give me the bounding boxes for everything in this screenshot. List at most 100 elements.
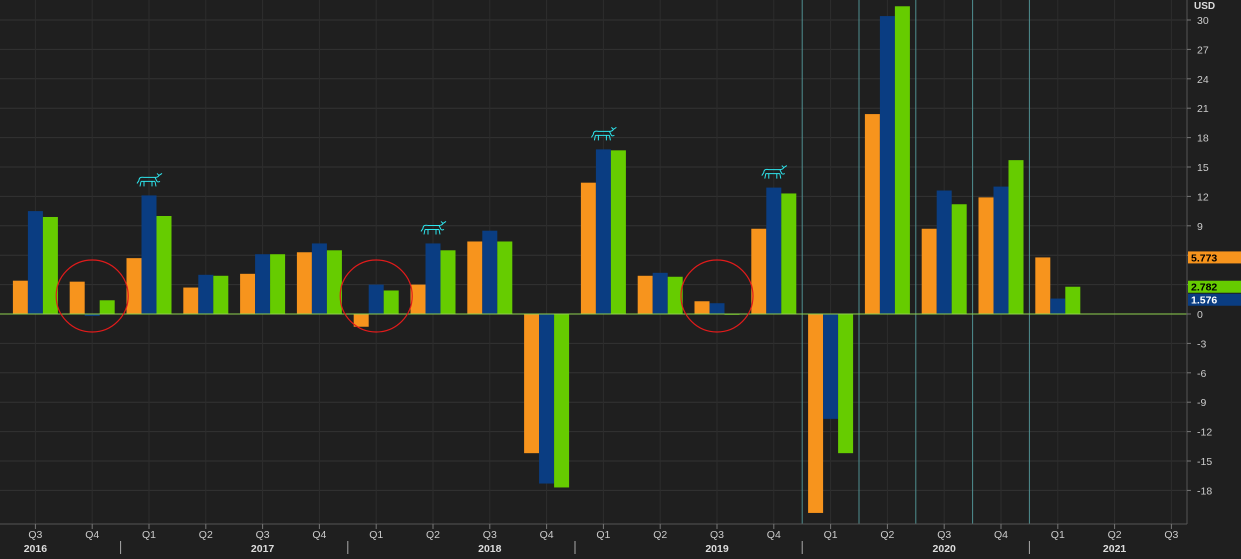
annotation-circle (680, 259, 754, 333)
bar-series-1 (580, 182, 596, 314)
last-value-text: 1.576 (1191, 295, 1217, 307)
x-quarter-label: Q2 (880, 529, 894, 541)
bar-series-2 (993, 186, 1009, 314)
x-year-label: 2020 (933, 543, 957, 554)
x-quarter-label: Q4 (85, 529, 99, 541)
x-quarter-label: Q3 (937, 529, 951, 541)
last-value-tag (1188, 293, 1241, 306)
x-year-label: 2017 (251, 543, 275, 554)
bull-icon (761, 165, 788, 179)
bar-series-3 (1065, 286, 1081, 314)
y-tick-label: 0 (1197, 309, 1203, 321)
y-tick-label: 15 (1197, 162, 1209, 174)
bar-series-3 (270, 254, 286, 314)
bar-series-1 (240, 273, 256, 314)
bar-series-2 (936, 190, 952, 314)
bar-series-3 (838, 314, 854, 454)
bar-series-3 (554, 314, 570, 488)
x-year-label: 2016 (24, 543, 48, 554)
bull-icon-path (590, 126, 617, 141)
x-quarter-label: Q3 (28, 529, 42, 541)
bar-series-2 (27, 211, 43, 314)
bar-series-3 (781, 193, 797, 314)
bar-series-1 (921, 228, 937, 314)
bar-series-2 (652, 272, 668, 314)
x-axis: Q3 Q4 Q1 Q2 Q3 Q4 Q1 Q2 Q3 Q4 Q1 Q2 Q3 Q4 Q1 Q2 Q3 Q4 Q1 Q2… (24, 524, 1179, 555)
bar-series-3 (497, 241, 513, 314)
x-quarter-label: Q1 (596, 529, 610, 541)
bars (12, 6, 1081, 513)
highlight-vertical-lines (801, 0, 1030, 524)
x-year-label: 2018 (478, 543, 502, 554)
bar-series-2 (595, 149, 611, 314)
x-year-label: 2021 (1103, 543, 1127, 554)
bar-series-3 (42, 216, 58, 314)
bar-series-3 (213, 275, 229, 314)
x-quarter-label: Q1 (824, 529, 838, 541)
y-tick-label: 27 (1197, 44, 1209, 56)
bar-series-2 (198, 274, 214, 314)
bar-series-1 (183, 287, 199, 314)
bar-series-1 (1035, 257, 1051, 314)
bar-series-1 (126, 258, 142, 314)
x-quarter-label: Q1 (369, 529, 383, 541)
bar-series-1 (808, 314, 824, 513)
bull-icon-path (761, 165, 788, 179)
y-tick-label: -15 (1197, 456, 1212, 468)
bar-series-1 (751, 228, 767, 314)
bar-series-2 (823, 314, 839, 419)
bull-icon-path (420, 221, 447, 235)
x-quarter-label: Q3 (483, 529, 497, 541)
y-tick-label: -9 (1197, 397, 1206, 409)
bar-series-2 (1050, 298, 1066, 314)
y-tick-label: -12 (1197, 427, 1212, 439)
bar-series-2 (255, 254, 271, 314)
bar-series-1 (467, 241, 483, 314)
bar-series-2 (311, 243, 327, 314)
bar-series-1 (410, 284, 426, 314)
bar-series-3 (440, 250, 456, 314)
bar-series-1 (296, 252, 312, 314)
last-value-text: 2.782 (1191, 282, 1217, 294)
y-tick-label: 30 (1197, 15, 1209, 27)
annotation-circle (55, 259, 129, 333)
y-tick-label: 9 (1197, 221, 1203, 233)
bull-icon (590, 126, 617, 141)
bar-series-2 (141, 195, 157, 314)
bar-series-3 (610, 150, 626, 314)
x-quarter-label: Q1 (142, 529, 156, 541)
x-quarter-label: Q4 (540, 529, 554, 541)
bar-series-1 (524, 314, 540, 454)
y-tick-label: -6 (1197, 368, 1206, 380)
y-tick-label: 24 (1197, 74, 1209, 86)
bar-series-2 (879, 16, 895, 315)
bar-series-2 (84, 314, 100, 316)
bar-series-1 (978, 197, 994, 314)
bar-series-3 (326, 250, 342, 314)
annotation-circle (339, 259, 413, 333)
y-tick-label: -3 (1197, 338, 1206, 350)
last-value-tag (1188, 251, 1241, 264)
x-quarter-label: Q2 (426, 529, 440, 541)
x-year-label: 2019 (705, 543, 729, 554)
bar-series-3 (383, 290, 399, 314)
bull-icon (420, 221, 447, 235)
bar-series-1 (637, 275, 653, 314)
bar-series-1 (353, 314, 369, 327)
bar-series-1 (694, 301, 710, 314)
bar-series-3 (99, 300, 115, 314)
y-tick-label: -18 (1197, 485, 1212, 497)
y-tick-label: 12 (1197, 191, 1209, 203)
bar-series-3 (667, 276, 683, 314)
bar-series-2 (766, 187, 782, 314)
bull-icon-path (136, 173, 163, 187)
bar-series-2 (539, 314, 555, 484)
x-quarter-label: Q4 (767, 529, 781, 541)
last-value-tag (1188, 280, 1241, 293)
x-quarter-label: Q3 (256, 529, 270, 541)
bar-series-3 (1008, 160, 1024, 314)
x-quarter-label: Q2 (653, 529, 667, 541)
